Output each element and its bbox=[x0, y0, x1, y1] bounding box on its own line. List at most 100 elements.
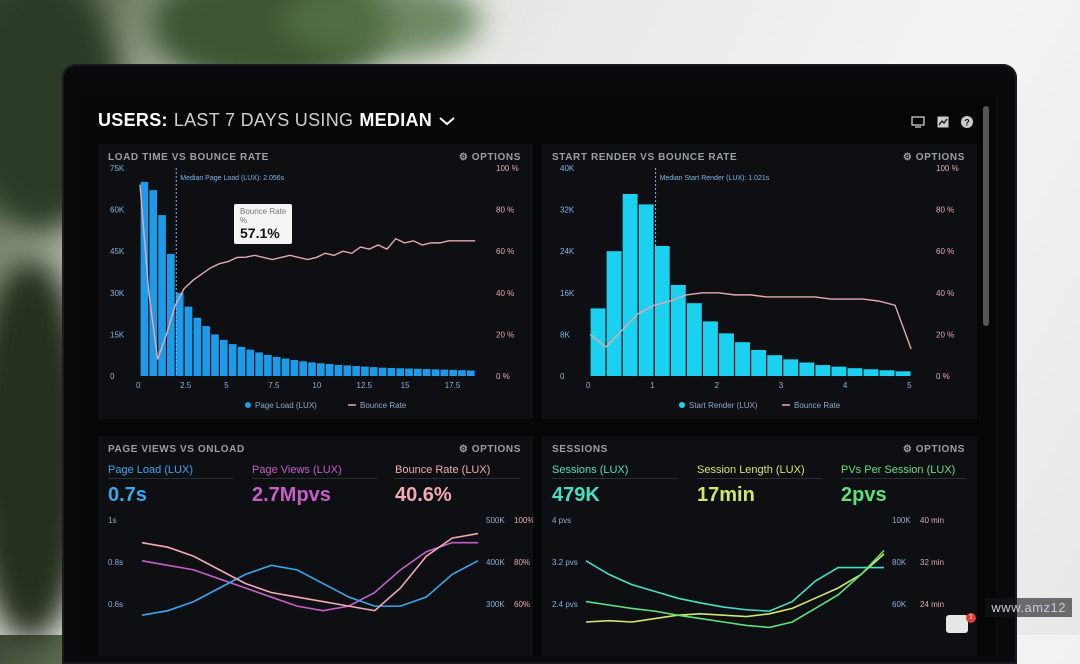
notification-icon[interactable] bbox=[946, 615, 968, 633]
y-tick-right: 100K bbox=[892, 516, 911, 525]
bar bbox=[175, 292, 184, 376]
bar bbox=[264, 354, 272, 376]
bar bbox=[590, 308, 606, 376]
bar bbox=[193, 317, 202, 376]
bar bbox=[767, 355, 783, 376]
x-tick: 4 bbox=[843, 381, 848, 390]
sessions-chart: 4 pvs 3.2 pvs 2.4 pvs 100K 80K 60K 40 min 32 mi… bbox=[552, 516, 944, 629]
y-tick-left: 60K bbox=[110, 206, 125, 215]
title-prefix: USERS: bbox=[98, 110, 168, 130]
options-button[interactable]: ⚙ OPTIONS bbox=[458, 152, 521, 163]
options-button[interactable]: ⚙ OPTIONS bbox=[902, 152, 965, 163]
y-tick-left: 40K bbox=[560, 164, 575, 173]
y-tick-right: 40 % bbox=[496, 289, 514, 298]
svg-text:?: ? bbox=[964, 118, 970, 128]
series-line bbox=[141, 560, 479, 616]
bar bbox=[317, 363, 325, 376]
legend-label: Page Load (LUX) bbox=[255, 401, 317, 410]
help-icon[interactable]: ? bbox=[961, 116, 973, 128]
bar bbox=[414, 368, 422, 376]
y-tick-left: 0 bbox=[560, 372, 565, 381]
bar bbox=[405, 368, 413, 376]
y-tick-right: 500K bbox=[486, 516, 505, 525]
options-label: OPTIONS bbox=[471, 444, 521, 455]
bar bbox=[606, 251, 622, 376]
bar bbox=[847, 368, 863, 376]
x-tick: 15 bbox=[401, 381, 410, 390]
x-tick: 17.5 bbox=[445, 381, 461, 390]
image-icon[interactable] bbox=[937, 116, 949, 128]
y-tick-left: 75K bbox=[110, 164, 125, 173]
notification-badge: 1 bbox=[966, 613, 976, 623]
page-views-chart: 1s 0.8s 0.6s 500K 400K 300K 100% 80% 60% bbox=[108, 516, 533, 616]
series-line bbox=[585, 560, 884, 612]
chevron-down-icon[interactable] bbox=[438, 115, 456, 127]
bar bbox=[431, 369, 440, 376]
legend-dot bbox=[679, 402, 685, 408]
monitor-icon[interactable] bbox=[911, 116, 925, 128]
bar bbox=[299, 361, 307, 376]
y-tick-right: 60 % bbox=[936, 247, 954, 256]
panel-title: PAGE VIEWS VS ONLOAD bbox=[108, 444, 245, 455]
y-tick-right: 0 % bbox=[936, 372, 950, 381]
metric-value-session-length: 17min bbox=[697, 484, 755, 506]
options-label: OPTIONS bbox=[915, 444, 965, 455]
bar bbox=[895, 371, 911, 376]
panel-start-render: START RENDER VS BOUNCE RATE ⚙ OPTIONS 0 8… bbox=[542, 144, 977, 419]
bar bbox=[670, 285, 686, 376]
options-button[interactable]: ⚙ OPTIONS bbox=[902, 444, 965, 455]
y-tick-left: 3.2 pvs bbox=[552, 558, 578, 567]
bounce-rate-line bbox=[139, 184, 476, 360]
divider bbox=[108, 478, 233, 479]
y-tick-right: 40 % bbox=[936, 289, 954, 298]
y-tick-right: 80 % bbox=[936, 206, 954, 215]
series-line bbox=[585, 550, 885, 629]
bar bbox=[466, 370, 475, 376]
x-tick: 5 bbox=[224, 381, 229, 390]
scrollbar[interactable] bbox=[983, 106, 989, 326]
bar bbox=[422, 369, 431, 376]
metric-label-page-load: Page Load (LUX) bbox=[108, 464, 193, 476]
bar bbox=[140, 181, 149, 376]
tooltip-value: 57.1% bbox=[240, 225, 280, 241]
bar bbox=[458, 370, 466, 376]
y-tick-right: 60K bbox=[892, 600, 907, 609]
y-tick-left: 0 bbox=[110, 372, 115, 381]
dashboard-title[interactable]: USERS: LAST 7 DAYS USING MEDIAN bbox=[98, 110, 456, 131]
y-tick-left: 1s bbox=[108, 516, 116, 525]
bar bbox=[202, 326, 210, 376]
bar bbox=[167, 253, 175, 376]
legend-dot bbox=[245, 402, 251, 408]
bar bbox=[343, 365, 352, 376]
median-label: Median Start Render (LUX): 1.021s bbox=[660, 175, 770, 182]
bar bbox=[751, 350, 767, 376]
metric-value-sessions: 479K bbox=[552, 484, 600, 506]
bar bbox=[228, 344, 237, 376]
metric-value-bounce-rate: 40.6% bbox=[395, 484, 452, 506]
metric-value-pvs-per-session: 2pvs bbox=[841, 484, 887, 506]
bar bbox=[334, 364, 343, 376]
bar bbox=[815, 365, 831, 376]
tooltip-sub: % bbox=[240, 216, 248, 225]
divider bbox=[552, 478, 677, 479]
x-tick: 1 bbox=[650, 381, 655, 390]
bar bbox=[290, 359, 299, 376]
divider bbox=[697, 478, 822, 479]
y-tick-left: 32K bbox=[560, 206, 575, 215]
bar bbox=[281, 358, 290, 376]
options-label: OPTIONS bbox=[471, 152, 521, 163]
bar bbox=[879, 370, 895, 376]
bar bbox=[378, 367, 387, 376]
bar bbox=[211, 334, 219, 376]
watermark: www.amz12 bbox=[985, 598, 1072, 617]
bar bbox=[719, 333, 734, 376]
title-range: LAST 7 DAYS USING bbox=[173, 110, 354, 130]
panel-title: LOAD TIME VS BOUNCE RATE bbox=[108, 152, 269, 163]
options-button[interactable]: ⚙ OPTIONS bbox=[458, 444, 521, 455]
metric-label-pvs-per-session: PVs Per Session (LUX) bbox=[841, 464, 956, 476]
bar bbox=[735, 342, 750, 376]
metric-label-session-length: Session Length (LUX) bbox=[697, 464, 805, 476]
panel-title: SESSIONS bbox=[552, 444, 608, 455]
x-tick: 2 bbox=[714, 381, 719, 390]
x-tick: 7.5 bbox=[268, 381, 280, 390]
